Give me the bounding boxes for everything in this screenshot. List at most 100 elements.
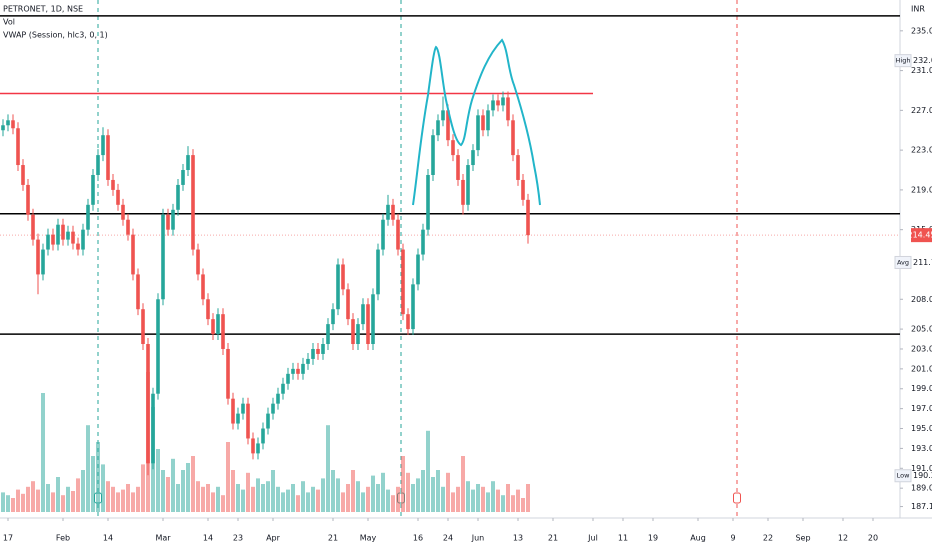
volume-bar — [216, 486, 220, 512]
candle-body — [421, 229, 425, 255]
candle-body — [501, 97, 505, 106]
volume-bar — [76, 478, 80, 512]
candle-body — [176, 184, 180, 210]
currency: INR — [911, 5, 925, 14]
volume-bar — [386, 489, 390, 512]
candle-body — [236, 413, 240, 424]
candle-body — [406, 314, 410, 330]
x-tick-label: 21 — [548, 534, 558, 543]
candle-body — [46, 234, 50, 250]
volume-bar — [486, 492, 490, 512]
volume-bar — [86, 425, 90, 512]
y-tick-label: 201.00 — [911, 364, 932, 373]
volume-bar — [471, 489, 475, 512]
candle-body — [496, 100, 500, 106]
candle-body — [296, 368, 300, 374]
volume-bar — [356, 481, 360, 512]
volume-bar — [196, 481, 200, 512]
candle-body — [156, 299, 160, 394]
candle-body — [391, 204, 395, 220]
last-price-label: 214.45 — [908, 231, 932, 240]
candle-body — [486, 110, 490, 131]
volume-bar — [41, 393, 45, 512]
volume-bar — [266, 481, 270, 512]
candle-body — [266, 413, 270, 429]
candle-body — [396, 219, 400, 250]
x-tick-label: 14 — [103, 534, 113, 543]
candle-body — [56, 224, 60, 245]
volume-bar — [301, 481, 305, 512]
marker-label: 211.70 — [913, 258, 932, 267]
volume-bar — [481, 486, 485, 512]
y-tick-label: 187.15 — [911, 502, 932, 511]
volume-bar — [71, 491, 75, 512]
candle-body — [521, 179, 525, 200]
volume-bar — [496, 489, 500, 512]
candle-body — [141, 309, 145, 345]
candle-body — [506, 97, 510, 121]
volume-bar — [271, 470, 275, 512]
candle-body — [286, 373, 290, 384]
candle-body — [346, 289, 350, 320]
candle-body — [151, 393, 155, 464]
volume-bar — [441, 486, 445, 512]
candle-body — [201, 274, 205, 300]
volume-bar — [201, 486, 205, 512]
volume-bar — [336, 478, 340, 512]
candle-body — [16, 128, 20, 166]
volume-bar — [436, 470, 440, 512]
volume-bar — [261, 484, 265, 512]
volume-bar — [431, 477, 435, 512]
candle-body — [331, 309, 335, 325]
volume-bar — [61, 495, 65, 512]
volume-bar — [311, 486, 315, 512]
candle-body — [311, 348, 315, 359]
candle-body — [476, 115, 480, 151]
x-tick-label: Apr — [266, 534, 281, 543]
candle-body — [66, 231, 70, 240]
candle-body — [446, 110, 450, 141]
volume-bar — [241, 489, 245, 512]
x-tick-label: Jul — [587, 534, 598, 543]
x-tick-label: 13 — [513, 534, 523, 543]
candle-body — [431, 135, 435, 175]
volume-bar — [381, 472, 385, 512]
volume-bar — [51, 492, 55, 512]
volume-bar — [361, 492, 365, 512]
x-tick-label: Aug — [690, 534, 706, 543]
volume-bar — [526, 484, 530, 512]
volume-bar — [371, 475, 375, 512]
candle-body — [436, 120, 440, 136]
volume-bar — [326, 425, 330, 512]
volume-bar — [501, 495, 505, 512]
volume-bar — [206, 484, 210, 512]
candle-body — [51, 234, 55, 245]
x-tick-label: 9 — [730, 534, 735, 543]
y-tick-label: 189.00 — [911, 484, 932, 493]
volume-bar — [286, 489, 290, 512]
x-tick-label: 21 — [328, 534, 338, 543]
candle-body — [276, 393, 280, 404]
candle-body — [241, 403, 245, 414]
volume-bar — [161, 470, 165, 512]
volume-bar — [46, 484, 50, 512]
volume-bar — [101, 464, 105, 512]
volume-bar — [221, 495, 225, 512]
x-tick-label: Jun — [471, 534, 485, 543]
candle-body — [161, 214, 165, 300]
candle-body — [456, 155, 460, 180]
volume-bar — [446, 472, 450, 512]
candle-body — [481, 115, 485, 131]
y-tick-label: 203.00 — [911, 344, 932, 353]
marker-name: Avg — [897, 258, 909, 266]
marker-badge — [894, 255, 912, 269]
volume-bar — [1, 492, 5, 512]
volume-bar — [256, 478, 260, 512]
marker-badge — [894, 54, 912, 68]
volume-bar — [156, 449, 160, 512]
x-tick-label: 22 — [763, 534, 773, 543]
candle-body — [26, 184, 30, 215]
candle-body — [191, 155, 195, 250]
x-tick-label: Mar — [155, 534, 171, 543]
